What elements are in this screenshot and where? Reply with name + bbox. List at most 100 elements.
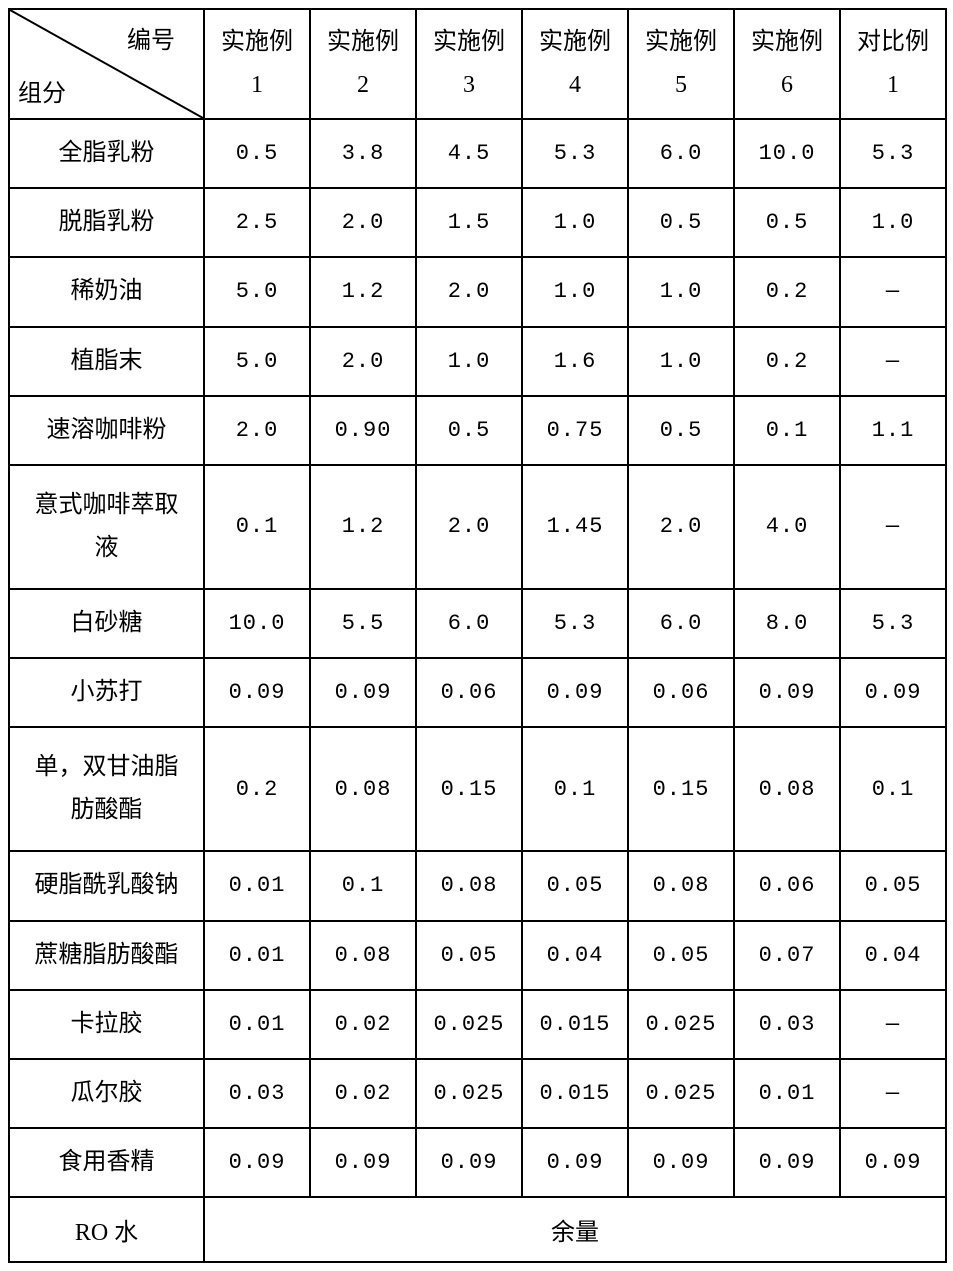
row-label: 硬脂酰乳酸钠 bbox=[9, 851, 204, 920]
cell-value: 0.025 bbox=[416, 990, 522, 1059]
cell-value: — bbox=[840, 257, 946, 326]
cell-value: 1.2 bbox=[310, 465, 416, 589]
cell-value: 0.01 bbox=[204, 921, 310, 990]
row-label: 蔗糖脂肪酸酯 bbox=[9, 921, 204, 990]
cell-value: 2.0 bbox=[204, 396, 310, 465]
cell-value: 0.05 bbox=[840, 851, 946, 920]
cell-value: 5.3 bbox=[522, 589, 628, 658]
table-row: 单，双甘油脂肪酸酯0.20.080.150.10.150.080.1 bbox=[9, 727, 946, 851]
cell-value: 0.09 bbox=[416, 1128, 522, 1197]
row-label: 卡拉胶 bbox=[9, 990, 204, 1059]
cell-value: 1.2 bbox=[310, 257, 416, 326]
cell-value: 1.0 bbox=[522, 257, 628, 326]
table-row: 稀奶油5.01.22.01.01.00.2— bbox=[9, 257, 946, 326]
cell-value: 2.5 bbox=[204, 188, 310, 257]
table-row: 白砂糖10.05.56.05.36.08.05.3 bbox=[9, 589, 946, 658]
row-label: 速溶咖啡粉 bbox=[9, 396, 204, 465]
row-label: 白砂糖 bbox=[9, 589, 204, 658]
cell-value: 0.2 bbox=[734, 257, 840, 326]
cell-value: 0.1 bbox=[522, 727, 628, 851]
cell-value: 1.5 bbox=[416, 188, 522, 257]
cell-value: 1.0 bbox=[416, 327, 522, 396]
table-header: 编号 组分 实施例1 实施例2 实施例3 实施例4 实施例5 实施例6 对比例1 bbox=[9, 9, 946, 119]
cell-value: 1.0 bbox=[522, 188, 628, 257]
cell-value: 2.0 bbox=[416, 257, 522, 326]
table-row: 脱脂乳粉2.52.01.51.00.50.51.0 bbox=[9, 188, 946, 257]
cell-value: 0.2 bbox=[734, 327, 840, 396]
cell-value: 0.02 bbox=[310, 1059, 416, 1128]
cell-value: 0.09 bbox=[522, 658, 628, 727]
row-label: 脱脂乳粉 bbox=[9, 188, 204, 257]
cell-value: 0.5 bbox=[628, 396, 734, 465]
cell-value: 0.015 bbox=[522, 1059, 628, 1128]
cell-value: 2.0 bbox=[310, 188, 416, 257]
cell-value: 0.09 bbox=[840, 658, 946, 727]
cell-value: 3.8 bbox=[310, 119, 416, 188]
row-label: 食用香精 bbox=[9, 1128, 204, 1197]
cell-value: — bbox=[840, 1059, 946, 1128]
cell-value: 0.5 bbox=[628, 188, 734, 257]
row-label: 小苏打 bbox=[9, 658, 204, 727]
col-header: 实施例3 bbox=[416, 9, 522, 119]
table-row: 全脂乳粉0.53.84.55.36.010.05.3 bbox=[9, 119, 946, 188]
col-header: 对比例1 bbox=[840, 9, 946, 119]
cell-value: 0.06 bbox=[734, 851, 840, 920]
cell-value: 5.3 bbox=[840, 119, 946, 188]
row-label: 瓜尔胶 bbox=[9, 1059, 204, 1128]
cell-value: 0.09 bbox=[310, 1128, 416, 1197]
cell-value: 1.6 bbox=[522, 327, 628, 396]
cell-value: 0.09 bbox=[734, 1128, 840, 1197]
cell-value: 0.15 bbox=[416, 727, 522, 851]
cell-value: 0.5 bbox=[734, 188, 840, 257]
col-header: 实施例1 bbox=[204, 9, 310, 119]
table-row: 食用香精0.090.090.090.090.090.090.09 bbox=[9, 1128, 946, 1197]
cell-value: 0.03 bbox=[204, 1059, 310, 1128]
row-label: 全脂乳粉 bbox=[9, 119, 204, 188]
cell-value: 0.05 bbox=[522, 851, 628, 920]
cell-value: 6.0 bbox=[628, 119, 734, 188]
table-row: 速溶咖啡粉2.00.900.50.750.50.11.1 bbox=[9, 396, 946, 465]
cell-value: 0.5 bbox=[204, 119, 310, 188]
cell-value: 8.0 bbox=[734, 589, 840, 658]
cell-value: 0.04 bbox=[840, 921, 946, 990]
footer-label: RO 水 bbox=[9, 1197, 204, 1262]
cell-value: 0.15 bbox=[628, 727, 734, 851]
cell-value: 0.5 bbox=[416, 396, 522, 465]
cell-value: 0.09 bbox=[522, 1128, 628, 1197]
composition-table: 编号 组分 实施例1 实施例2 实施例3 实施例4 实施例5 实施例6 对比例1… bbox=[8, 8, 947, 1263]
cell-value: 5.5 bbox=[310, 589, 416, 658]
cell-value: 0.1 bbox=[204, 465, 310, 589]
table-row: 瓜尔胶0.030.020.0250.0150.0250.01— bbox=[9, 1059, 946, 1128]
cell-value: 0.06 bbox=[628, 658, 734, 727]
footer-row: RO 水余量 bbox=[9, 1197, 946, 1262]
cell-value: 0.08 bbox=[628, 851, 734, 920]
cell-value: 0.09 bbox=[204, 1128, 310, 1197]
table-row: 植脂末5.02.01.01.61.00.2— bbox=[9, 327, 946, 396]
cell-value: 0.09 bbox=[734, 658, 840, 727]
cell-value: 0.08 bbox=[310, 921, 416, 990]
col-header: 实施例6 bbox=[734, 9, 840, 119]
cell-value: 5.3 bbox=[840, 589, 946, 658]
cell-value: 1.0 bbox=[628, 327, 734, 396]
cell-value: 4.5 bbox=[416, 119, 522, 188]
table-row: 蔗糖脂肪酸酯0.010.080.050.040.050.070.04 bbox=[9, 921, 946, 990]
cell-value: 0.09 bbox=[310, 658, 416, 727]
cell-value: 6.0 bbox=[416, 589, 522, 658]
cell-value: 1.45 bbox=[522, 465, 628, 589]
cell-value: 0.90 bbox=[310, 396, 416, 465]
cell-value: 0.025 bbox=[416, 1059, 522, 1128]
cell-value: 0.03 bbox=[734, 990, 840, 1059]
cell-value: 0.07 bbox=[734, 921, 840, 990]
cell-value: 1.0 bbox=[628, 257, 734, 326]
row-label: 意式咖啡萃取液 bbox=[9, 465, 204, 589]
cell-value: — bbox=[840, 990, 946, 1059]
col-header: 实施例4 bbox=[522, 9, 628, 119]
cell-value: 0.05 bbox=[628, 921, 734, 990]
cell-value: 0.02 bbox=[310, 990, 416, 1059]
row-label: 稀奶油 bbox=[9, 257, 204, 326]
cell-value: 2.0 bbox=[628, 465, 734, 589]
cell-value: 4.0 bbox=[734, 465, 840, 589]
cell-value: 0.01 bbox=[204, 990, 310, 1059]
cell-value: 2.0 bbox=[416, 465, 522, 589]
cell-value: 1.1 bbox=[840, 396, 946, 465]
